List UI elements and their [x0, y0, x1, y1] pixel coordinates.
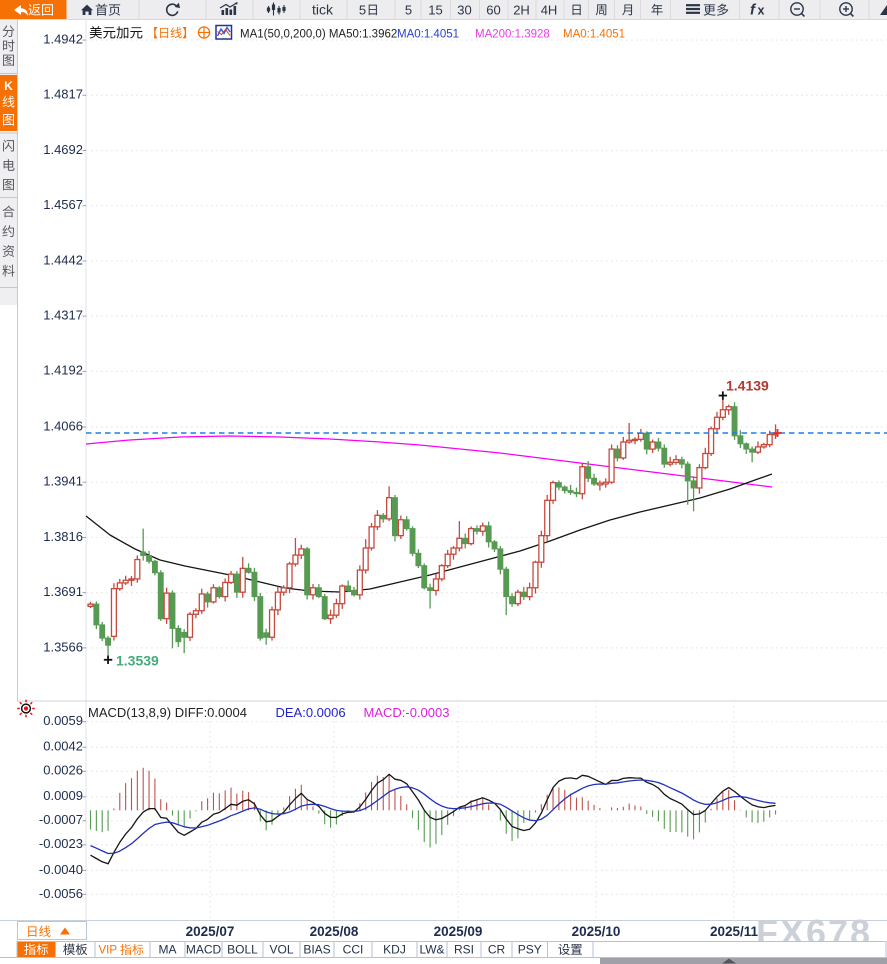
- svg-text:4H: 4H: [541, 2, 558, 17]
- svg-text:MA200:1.3928: MA200:1.3928: [475, 28, 550, 40]
- svg-text:2025/09: 2025/09: [434, 924, 483, 939]
- svg-text:-0.0007: -0.0007: [39, 812, 83, 827]
- svg-text:0.0026: 0.0026: [43, 763, 83, 778]
- svg-text:0.0042: 0.0042: [43, 739, 83, 754]
- svg-text:CR: CR: [488, 943, 506, 957]
- svg-text:DEA:0.0006: DEA:0.0006: [276, 705, 346, 720]
- svg-text:2025/07: 2025/07: [186, 924, 235, 939]
- svg-text:VIP: VIP: [99, 945, 118, 957]
- svg-text:1.3941: 1.3941: [43, 474, 83, 489]
- svg-text:K: K: [4, 79, 13, 93]
- svg-text:1.4692: 1.4692: [43, 142, 83, 157]
- svg-text:1.3691: 1.3691: [43, 584, 83, 599]
- svg-text:5: 5: [359, 2, 366, 17]
- svg-text:MA0:1.4051: MA0:1.4051: [563, 28, 625, 40]
- svg-text:60: 60: [486, 2, 500, 17]
- svg-text:2H: 2H: [513, 2, 530, 17]
- svg-text:-0.0023: -0.0023: [39, 836, 83, 851]
- svg-text:KDJ: KDJ: [383, 943, 406, 957]
- svg-text:1.4567: 1.4567: [43, 197, 83, 212]
- svg-text:MACD: MACD: [186, 943, 222, 957]
- svg-text:VOL: VOL: [269, 943, 293, 957]
- svg-text:30: 30: [457, 2, 471, 17]
- svg-text:1.3539: 1.3539: [116, 653, 159, 669]
- svg-text:2025/08: 2025/08: [310, 924, 359, 939]
- svg-text:MACD:-0.0003: MACD:-0.0003: [364, 705, 450, 720]
- svg-text:1.3816: 1.3816: [43, 529, 83, 544]
- svg-text:LW&: LW&: [419, 943, 444, 957]
- svg-text:x: x: [758, 4, 765, 18]
- svg-text:2025/11: 2025/11: [710, 924, 759, 939]
- svg-text:-0.0040: -0.0040: [39, 862, 83, 877]
- svg-text:BOLL: BOLL: [227, 943, 258, 957]
- svg-text:1.3566: 1.3566: [43, 639, 83, 654]
- svg-text:2025/10: 2025/10: [572, 924, 621, 939]
- svg-text:MA1(50,0,200,0) MA50:1.3962: MA1(50,0,200,0) MA50:1.3962: [240, 28, 397, 40]
- svg-text:5: 5: [405, 2, 412, 17]
- svg-text:f: f: [750, 2, 757, 19]
- svg-text:PSY: PSY: [518, 943, 542, 957]
- svg-text:1.4139: 1.4139: [726, 378, 769, 394]
- svg-text:0.0059: 0.0059: [43, 713, 83, 728]
- svg-text:1.4942: 1.4942: [43, 32, 83, 47]
- svg-text:CCI: CCI: [343, 943, 364, 957]
- svg-text:15: 15: [428, 2, 442, 17]
- svg-text:-0.0056: -0.0056: [39, 886, 83, 901]
- svg-text:MACD(13,8,9) DIFF:0.0004: MACD(13,8,9) DIFF:0.0004: [88, 705, 247, 720]
- svg-text:RSI: RSI: [454, 943, 474, 957]
- svg-text:MA: MA: [159, 943, 177, 957]
- svg-text:1.4066: 1.4066: [43, 418, 83, 433]
- svg-text:1.4442: 1.4442: [43, 252, 83, 267]
- svg-text:MA0:1.4051: MA0:1.4051: [397, 28, 459, 40]
- svg-text:1.4192: 1.4192: [43, 363, 83, 378]
- svg-text:1.4817: 1.4817: [43, 87, 83, 102]
- svg-text:1.4317: 1.4317: [43, 308, 83, 323]
- svg-text:tick: tick: [312, 2, 334, 18]
- svg-text:0.0009: 0.0009: [43, 788, 83, 803]
- svg-text:BIAS: BIAS: [303, 943, 330, 957]
